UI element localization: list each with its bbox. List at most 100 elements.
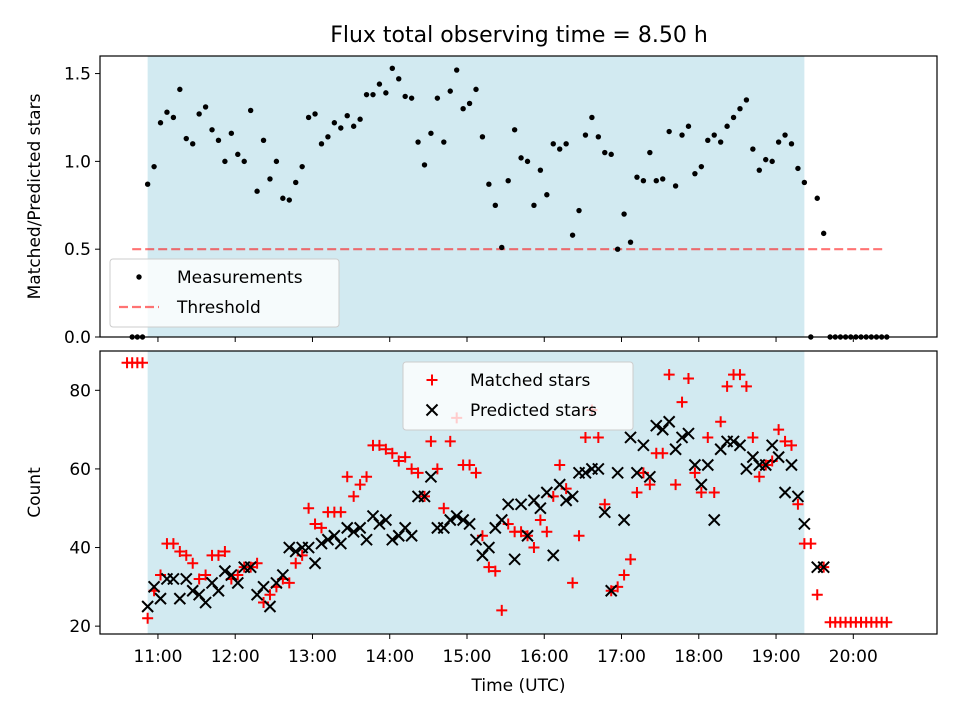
measurement-point (647, 149, 653, 156)
measurement-point (383, 90, 389, 96)
matched-star-point (715, 416, 727, 428)
measurement-point (151, 163, 157, 170)
predicted-star-point (643, 470, 657, 483)
predicted-star-point (662, 415, 676, 428)
measurement-point (569, 232, 576, 238)
ratio-ytick-label: 0.5 (64, 240, 91, 260)
measurement-point (396, 76, 402, 82)
count-ytick-label: 40 (69, 539, 91, 559)
ratio-legend: Measurements Threshold (109, 258, 340, 328)
count-xtick-label: 15:00 (442, 647, 491, 667)
matched-star-point (438, 502, 450, 514)
measurement-point (524, 158, 531, 165)
measurement-point (640, 177, 647, 184)
measurement-point (769, 158, 775, 165)
predicted-star-point (727, 435, 740, 448)
predicted-star-point (495, 513, 508, 527)
matched-star-point (470, 467, 482, 479)
matched-star-point (695, 487, 707, 498)
predicted-star-point (437, 521, 451, 535)
predicted-star-point (167, 572, 180, 586)
count-xtick-label: 16:00 (520, 647, 569, 667)
measurement-point (473, 86, 479, 93)
measurement-point (763, 156, 769, 163)
predicted-star-point (637, 439, 650, 452)
matched-star-point (464, 459, 476, 471)
predicted-star-point (405, 529, 418, 542)
predicted-star-point (759, 458, 772, 472)
measurement-point (858, 334, 864, 340)
matched-star-point (167, 538, 179, 550)
matched-star-point (554, 459, 566, 471)
matched-star-point (341, 471, 353, 483)
matched-star-point (708, 487, 720, 498)
predicted-star-point (321, 533, 335, 546)
matched-star-point (740, 380, 752, 392)
matched-star-point (335, 506, 347, 518)
measurement-point (299, 163, 305, 170)
predicted-star-point (244, 560, 257, 574)
matched-star-point (193, 573, 205, 585)
measurement-point (705, 137, 711, 143)
predicted-star-point (611, 466, 624, 480)
measurement-point (486, 181, 492, 187)
predicted-star-point (353, 521, 367, 535)
measurement-point (837, 334, 844, 340)
matched-star-point (779, 435, 791, 447)
measurement-point (196, 111, 202, 117)
count-xtick-label: 11:00 (133, 647, 182, 667)
matched-star-point (200, 569, 212, 581)
matched-star-point (399, 451, 411, 463)
predicted-star-point (147, 580, 161, 594)
measurement-point (183, 135, 189, 142)
matched-star-point (592, 431, 604, 443)
matched-star-point (187, 557, 199, 569)
matched-star-point (881, 616, 893, 628)
measurement-point (492, 202, 499, 208)
measurement-point (350, 123, 357, 129)
measurement-point (576, 207, 582, 214)
chart-title: Flux total observing time = 8.50 h (330, 23, 708, 48)
predicted-star-point (180, 572, 193, 586)
measurement-point (421, 162, 428, 168)
measurement-point (511, 127, 518, 133)
matched-star-point (406, 463, 418, 475)
predicted-star-point (212, 584, 225, 597)
measurement-point (505, 177, 511, 184)
measurement-point (460, 105, 466, 112)
predicted-star-point (192, 588, 206, 601)
matched-star-point (599, 498, 611, 510)
count-xtick-label: 17:00 (597, 647, 646, 667)
predicted-star-point (315, 537, 328, 550)
matched-star-point (785, 439, 797, 451)
predicted-star-point (476, 549, 489, 562)
ratio-ytick-label: 1.5 (64, 65, 91, 85)
count-xtick-label: 12:00 (211, 647, 260, 667)
predicted-star-point (521, 529, 534, 542)
measurement-point (357, 116, 363, 122)
measurement-point (280, 195, 286, 201)
measurement-point (144, 181, 151, 187)
measurement-point (428, 130, 434, 136)
predicted-star-point (534, 502, 547, 515)
matched-star-point (657, 447, 669, 459)
predicted-star-point (624, 431, 637, 444)
matched-star-point (483, 561, 495, 573)
measurement-point (447, 88, 453, 94)
measurement-point (666, 128, 672, 135)
matched-star-point (489, 565, 501, 577)
measurement-point (389, 65, 396, 71)
matched-star-point (541, 526, 553, 538)
matched-star-point (303, 502, 315, 514)
measurement-point (518, 155, 524, 161)
measurement-point (743, 97, 750, 103)
matched-star-point (702, 431, 714, 443)
predicted-star-point (360, 533, 373, 546)
legend-label-measurements: Measurements (177, 268, 303, 288)
predicted-star-point (218, 564, 232, 578)
measurement-point (782, 132, 788, 138)
matched-star-point (348, 490, 360, 502)
predicted-star-point (592, 462, 605, 476)
predicted-star-point (695, 478, 708, 491)
